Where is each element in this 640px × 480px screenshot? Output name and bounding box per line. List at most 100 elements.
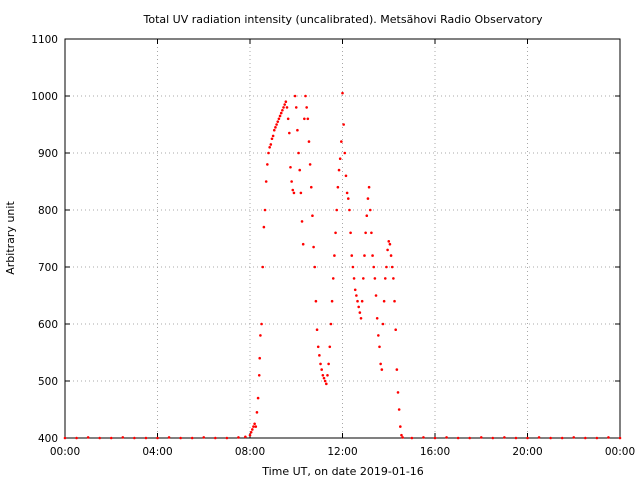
chart-title: Total UV radiation intensity (uncalibrat…: [143, 13, 543, 26]
data-point: [360, 299, 364, 303]
data-point: [468, 436, 471, 440]
data-point: [367, 185, 371, 189]
data-point: [386, 248, 389, 252]
data-point: [316, 345, 320, 349]
y-tick-label: 400: [38, 433, 58, 445]
data-point: [292, 191, 296, 195]
data-point: [322, 376, 326, 380]
data-point: [311, 214, 314, 217]
data-point: [285, 106, 289, 109]
data-point: [269, 143, 273, 146]
data-point: [270, 137, 274, 141]
x-tick-label: 00:00: [50, 446, 80, 458]
data-point: [301, 242, 305, 246]
x-tick-label: 16:00: [420, 446, 450, 458]
grid: [65, 39, 620, 438]
data-point: [364, 231, 367, 235]
data-point: [327, 362, 330, 366]
data-point: [75, 436, 78, 440]
data-point: [330, 299, 334, 303]
data-point: [344, 174, 348, 178]
data-point: [456, 436, 460, 440]
data-point: [266, 163, 269, 166]
data-point: [314, 299, 318, 303]
data-point: [288, 131, 291, 135]
data-point: [296, 128, 299, 132]
data-point: [261, 265, 265, 269]
data-point: [267, 151, 270, 155]
data-point: [346, 197, 350, 200]
data-point: [255, 411, 259, 414]
data-point: [337, 168, 341, 172]
data-point: [401, 436, 404, 439]
data-point: [312, 245, 315, 249]
data-point: [249, 431, 253, 434]
data-points: [63, 91, 622, 440]
data-point: [371, 254, 374, 257]
data-point: [342, 123, 345, 126]
y-tick-label: 500: [38, 376, 58, 388]
data-point: [357, 305, 360, 309]
data-point: [253, 422, 256, 426]
data-point: [133, 436, 136, 440]
data-point: [278, 114, 282, 118]
data-point: [190, 436, 194, 440]
data-point: [382, 299, 386, 303]
data-point: [491, 436, 495, 440]
data-point: [379, 362, 382, 366]
data-point: [336, 185, 340, 189]
data-point: [335, 208, 339, 212]
data-point: [349, 231, 352, 235]
y-tick-label: 900: [38, 148, 58, 160]
data-point: [374, 294, 378, 297]
data-point: [366, 197, 370, 200]
data-point: [399, 425, 402, 428]
x-tick-label: 20:00: [512, 446, 542, 458]
data-point: [370, 231, 373, 235]
data-point: [281, 108, 284, 112]
data-point: [514, 436, 518, 440]
data-point: [121, 436, 125, 439]
data-point: [334, 231, 337, 235]
data-point: [262, 225, 266, 229]
data-point: [272, 128, 276, 132]
data-point: [387, 240, 391, 243]
data-point: [373, 277, 377, 280]
y-tick-label: 1100: [31, 34, 58, 46]
data-point: [393, 299, 396, 303]
data-point: [289, 165, 292, 169]
data-point: [479, 436, 483, 439]
data-point: [309, 185, 313, 189]
data-point: [526, 436, 529, 440]
y-tick-label: 700: [38, 262, 58, 274]
data-point: [372, 265, 376, 269]
data-point: [63, 436, 67, 440]
data-point: [276, 120, 280, 123]
data-point: [109, 436, 113, 440]
data-point: [345, 191, 349, 195]
data-point: [333, 254, 336, 257]
data-point: [549, 436, 552, 440]
data-point: [343, 151, 347, 155]
data-point: [348, 208, 351, 212]
data-point: [319, 362, 322, 366]
data-point: [351, 265, 355, 269]
x-tick-label: 00:00: [605, 446, 635, 458]
data-point: [306, 117, 310, 121]
data-point: [618, 436, 622, 440]
data-point: [329, 322, 333, 326]
data-point: [397, 408, 401, 411]
data-point: [321, 374, 325, 377]
data-point: [257, 374, 261, 377]
data-point: [298, 168, 302, 172]
data-point: [283, 103, 286, 106]
data-point: [290, 180, 293, 183]
data-point: [271, 134, 275, 138]
x-tick-label: 04:00: [142, 446, 172, 458]
data-point: [350, 254, 354, 257]
data-point: [368, 208, 372, 212]
data-point: [325, 382, 328, 386]
data-point: [323, 379, 327, 383]
data-point: [277, 117, 281, 121]
